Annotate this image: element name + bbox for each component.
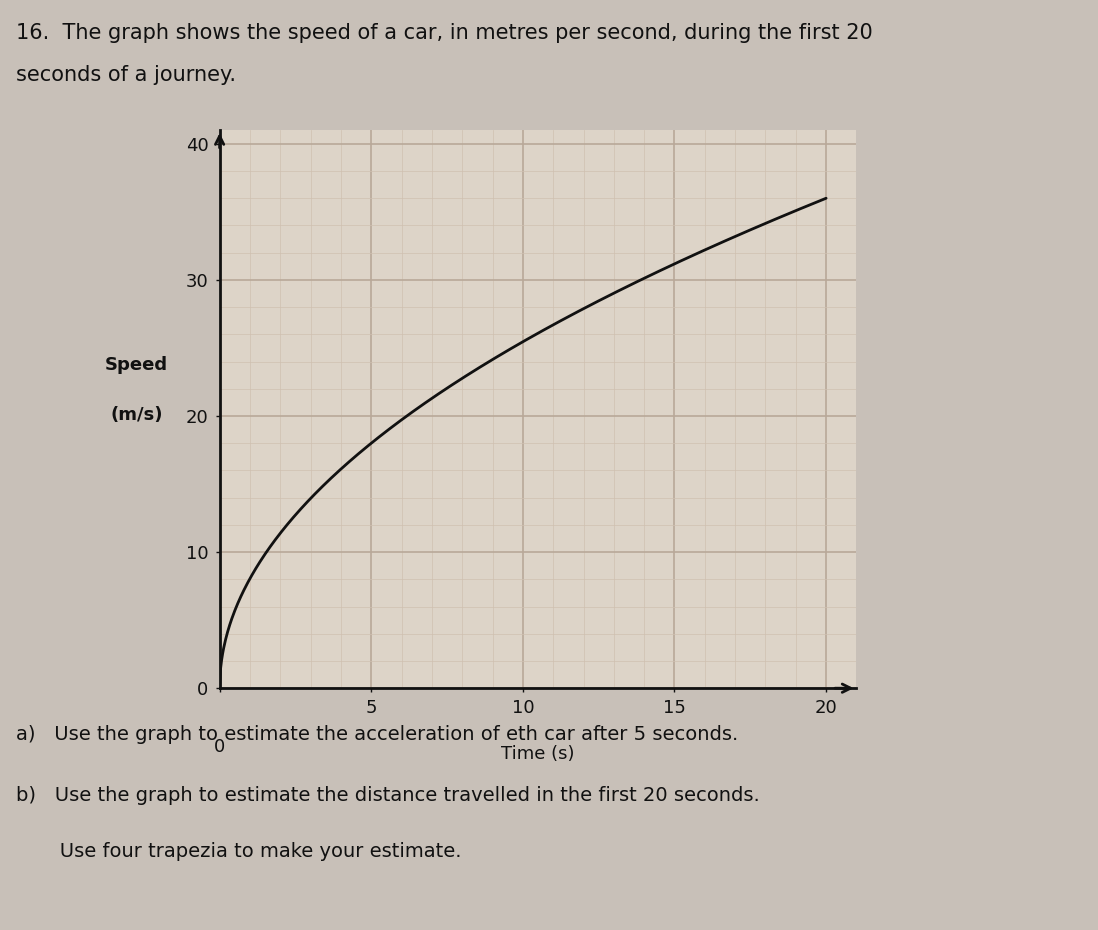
Text: 16.  The graph shows the speed of a car, in metres per second, during the first : 16. The graph shows the speed of a car, … (16, 23, 873, 44)
Text: Use four trapezia to make your estimate.: Use four trapezia to make your estimate. (16, 842, 462, 860)
Text: Speed: Speed (105, 355, 168, 374)
Text: 0: 0 (214, 738, 225, 756)
X-axis label: Time (s): Time (s) (502, 745, 574, 764)
Text: (m/s): (m/s) (111, 405, 164, 424)
Text: a)   Use the graph to estimate the acceleration of eth car after 5 seconds.: a) Use the graph to estimate the acceler… (16, 725, 739, 744)
Text: seconds of a journey.: seconds of a journey. (16, 65, 236, 86)
Text: b)   Use the graph to estimate the distance travelled in the first 20 seconds.: b) Use the graph to estimate the distanc… (16, 786, 760, 804)
